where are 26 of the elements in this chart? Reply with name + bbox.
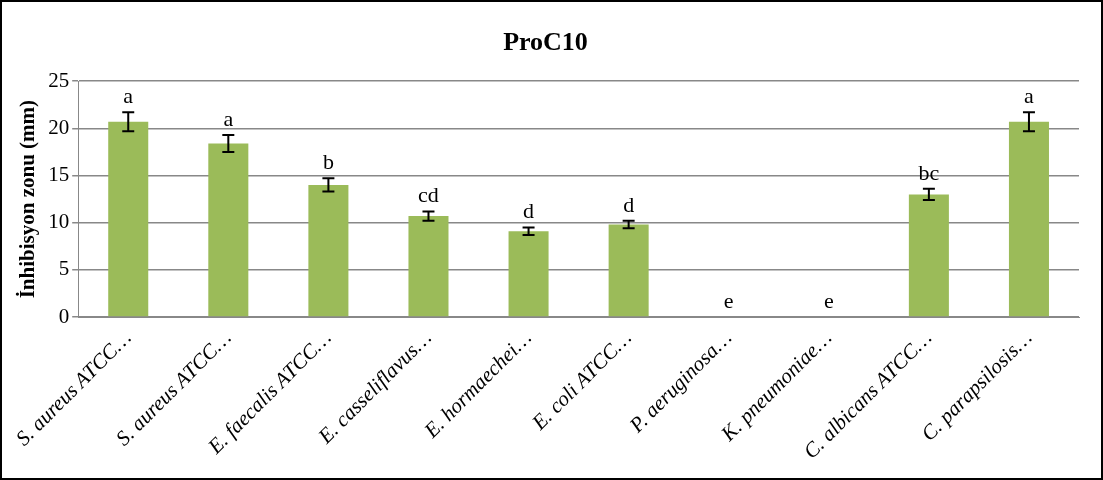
y-tick-label: 10 [48,209,70,234]
bar [208,143,249,317]
data-label: bc [918,159,940,185]
y-tick-label: 20 [48,114,70,139]
data-label: a [223,105,234,131]
y-tick-label: 15 [48,162,70,187]
bar [1008,121,1049,317]
y-tick-label: 25 [48,67,70,92]
y-axis-title: İnhibisyon zonu (mm) [15,99,40,299]
data-label: e [723,287,734,313]
bar [508,231,549,317]
bar [108,121,149,317]
chart-title: ProC10 [503,27,588,57]
data-label: e [823,287,834,313]
data-label: cd [418,182,439,208]
y-tick-label: 0 [58,303,70,328]
data-label: d [623,191,635,217]
data-label: b [322,149,334,175]
bar [908,194,949,317]
data-label: d [523,198,535,224]
bar [408,216,449,317]
data-label: a [123,83,134,109]
bar [308,184,349,317]
data-label: a [1024,83,1035,109]
bar [608,224,649,317]
y-tick-label: 5 [58,256,70,281]
